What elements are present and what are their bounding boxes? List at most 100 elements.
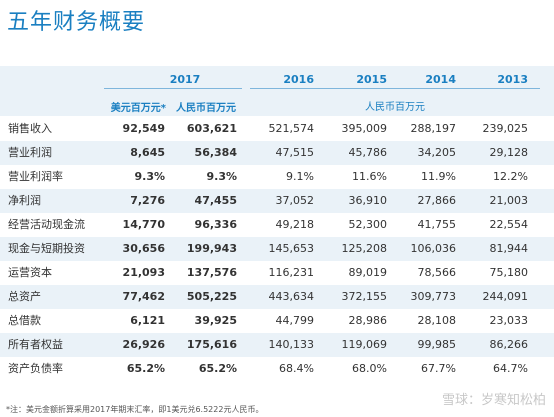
- year-2013: 2013: [497, 73, 528, 86]
- table-row: 现金与短期投资 30,656 199,943 145,653 125,208 106,03…: [0, 237, 554, 261]
- cell-y2014: 288,197: [410, 122, 457, 135]
- cell-y2013: 12.2%: [493, 170, 528, 183]
- cell-y2013: 75,180: [489, 266, 529, 279]
- header-rule-rmb: [250, 88, 540, 89]
- page-title: 五年财务概要: [7, 10, 146, 35]
- unit-rmb-group: 人民币百万元: [365, 102, 425, 113]
- cell-y2015: 36,910: [348, 194, 388, 207]
- row-label: 现金与短期投资: [8, 242, 85, 255]
- cell-usd: 77,462: [122, 290, 165, 303]
- cell-y2013: 22,554: [489, 218, 529, 231]
- row-label: 运营资本: [8, 266, 52, 279]
- footnote: *注：美元金额折算采用2017年期末汇率，即1美元兑6.5222元人民币。: [6, 405, 264, 414]
- cell-usd: 30,656: [122, 242, 165, 255]
- unit-rmb-2017: 人民币百万元: [176, 103, 236, 114]
- cell-y2013: 21,003: [489, 194, 529, 207]
- cell-rmb: 65.2%: [198, 362, 237, 375]
- cell-y2016: 9.1%: [286, 170, 314, 183]
- cell-rmb: 603,621: [186, 122, 237, 135]
- header-rule-2017: [104, 88, 242, 89]
- cell-y2015: 395,009: [341, 122, 388, 135]
- cell-y2014: 309,773: [410, 290, 457, 303]
- cell-y2014: 28,108: [417, 314, 457, 327]
- table-row: 经营活动现金流 14,770 96,336 49,218 52,300 41,755 22,…: [0, 213, 554, 237]
- cell-y2015: 11.6%: [352, 170, 387, 183]
- row-label: 净利润: [8, 194, 41, 207]
- row-label: 总资产: [8, 290, 41, 303]
- table-header: 2017 2016 2015 2014 2013 美元百万元* 人民币百万元 人…: [0, 66, 554, 116]
- cell-y2016: 68.4%: [279, 362, 314, 375]
- cell-y2016: 145,653: [268, 242, 315, 255]
- table-row: 所有者权益 26,926 175,616 140,133 119,069 99,985 86…: [0, 333, 554, 357]
- cell-y2013: 86,266: [489, 338, 529, 351]
- cell-usd: 26,926: [122, 338, 165, 351]
- year-2015: 2015: [356, 73, 387, 86]
- table-row: 总借款 6,121 39,925 44,799 28,986 28,108 23,033: [0, 309, 554, 333]
- cell-y2016: 140,133: [268, 338, 315, 351]
- cell-rmb: 137,576: [186, 266, 237, 279]
- cell-y2016: 49,218: [275, 218, 315, 231]
- row-label: 营业利润: [8, 146, 52, 159]
- cell-y2016: 521,574: [268, 122, 315, 135]
- year-2016: 2016: [283, 73, 314, 86]
- unit-usd: 美元百万元*: [110, 103, 166, 114]
- cell-y2013: 244,091: [482, 290, 529, 303]
- cell-y2013: 239,025: [482, 122, 529, 135]
- table-row: 营业利润 8,645 56,384 47,515 45,786 34,205 29,128: [0, 141, 554, 165]
- table-row: 销售收入 92,549 603,621 521,574 395,009 288,197 23…: [0, 117, 554, 141]
- cell-rmb: 39,925: [194, 314, 237, 327]
- cell-y2015: 119,069: [341, 338, 388, 351]
- cell-rmb: 56,384: [194, 146, 237, 159]
- row-label: 营业利润率: [8, 170, 63, 183]
- cell-rmb: 9.3%: [206, 170, 237, 183]
- table-row: 总资产 77,462 505,225 443,634 372,155 309,773 244…: [0, 285, 554, 309]
- cell-usd: 65.2%: [126, 362, 165, 375]
- watermark: 雪球：岁寒知松柏: [441, 393, 546, 408]
- table-row: 营业利润率 9.3% 9.3% 9.1% 11.6% 11.9% 12.2%: [0, 165, 554, 189]
- cell-y2013: 64.7%: [493, 362, 528, 375]
- cell-usd: 9.3%: [134, 170, 165, 183]
- cell-y2015: 372,155: [341, 290, 388, 303]
- cell-y2016: 443,634: [268, 290, 315, 303]
- row-label: 资产负债率: [8, 362, 63, 375]
- cell-y2014: 34,205: [417, 146, 457, 159]
- cell-usd: 21,093: [122, 266, 165, 279]
- cell-y2016: 44,799: [275, 314, 315, 327]
- cell-rmb: 199,943: [186, 242, 237, 255]
- cell-y2014: 99,985: [417, 338, 457, 351]
- cell-y2014: 11.9%: [421, 170, 456, 183]
- cell-usd: 6,121: [130, 314, 165, 327]
- cell-y2016: 116,231: [268, 266, 315, 279]
- cell-y2015: 125,208: [341, 242, 388, 255]
- cell-y2015: 89,019: [348, 266, 388, 279]
- row-label: 所有者权益: [8, 338, 63, 351]
- cell-y2013: 23,033: [489, 314, 529, 327]
- cell-rmb: 175,616: [186, 338, 237, 351]
- table-row: 资产负债率 65.2% 65.2% 68.4% 68.0% 67.7% 64.7%: [0, 357, 554, 381]
- cell-usd: 14,770: [122, 218, 165, 231]
- row-label: 销售收入: [8, 122, 52, 135]
- table-row: 运营资本 21,093 137,576 116,231 89,019 78,566 75,1…: [0, 261, 554, 285]
- cell-y2015: 45,786: [348, 146, 388, 159]
- cell-y2016: 47,515: [275, 146, 315, 159]
- cell-rmb: 505,225: [186, 290, 237, 303]
- cell-usd: 7,276: [130, 194, 165, 207]
- cell-y2015: 52,300: [348, 218, 388, 231]
- cell-y2014: 78,566: [417, 266, 457, 279]
- cell-y2015: 28,986: [348, 314, 388, 327]
- cell-rmb: 96,336: [194, 218, 237, 231]
- cell-y2015: 68.0%: [352, 362, 387, 375]
- cell-y2014: 106,036: [410, 242, 457, 255]
- cell-rmb: 47,455: [194, 194, 237, 207]
- cell-usd: 8,645: [130, 146, 165, 159]
- row-label: 总借款: [8, 314, 41, 327]
- cell-usd: 92,549: [122, 122, 165, 135]
- cell-y2016: 37,052: [275, 194, 315, 207]
- cell-y2013: 29,128: [489, 146, 529, 159]
- cell-y2014: 27,866: [417, 194, 457, 207]
- cell-y2013: 81,944: [489, 242, 529, 255]
- table-row: 净利润 7,276 47,455 37,052 36,910 27,866 21,003: [0, 189, 554, 213]
- cell-y2014: 41,755: [417, 218, 457, 231]
- cell-y2014: 67.7%: [421, 362, 456, 375]
- row-label: 经营活动现金流: [8, 218, 85, 231]
